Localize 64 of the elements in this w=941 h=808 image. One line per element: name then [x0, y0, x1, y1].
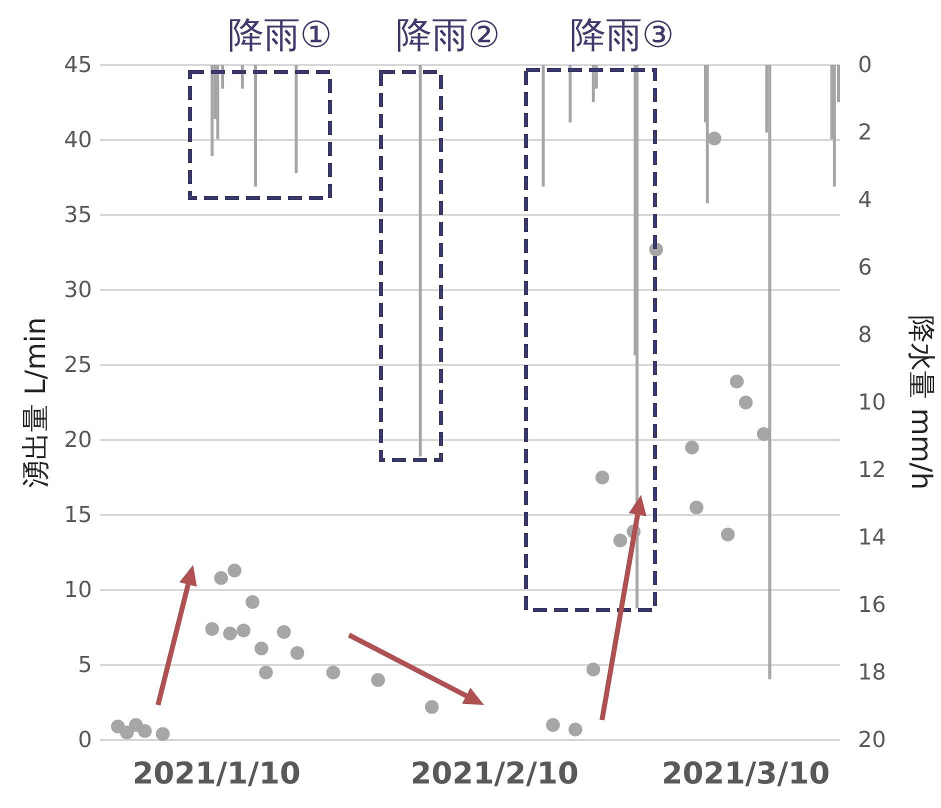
point	[690, 500, 704, 514]
y2-tick-label: 18	[858, 660, 886, 686]
y2-axis-title: 降水量 mm/h	[905, 315, 938, 490]
y2-tick-label: 20	[858, 728, 886, 754]
point	[586, 662, 600, 676]
y-tick-label: 15	[64, 503, 92, 528]
text: 降雨①	[228, 15, 332, 56]
text: 降雨②	[396, 15, 500, 56]
bar	[254, 65, 257, 186]
y-tick-label: 10	[64, 578, 92, 604]
point	[205, 622, 220, 636]
y-tick-label: 40	[64, 128, 92, 154]
point	[236, 624, 250, 638]
point	[613, 534, 628, 548]
bar	[568, 65, 572, 122]
point	[228, 564, 242, 578]
point	[371, 673, 385, 687]
point	[259, 666, 273, 680]
y-tick-label: 0	[78, 728, 92, 754]
y2-tick-label: 0	[858, 53, 872, 78]
x-tick-label: 2021/2/10	[410, 756, 579, 792]
point	[720, 528, 735, 542]
y2-tick-label: 16	[858, 593, 886, 618]
y-tick-label: 5	[78, 653, 92, 678]
bar	[832, 65, 836, 186]
y2-tick-label: 8	[858, 323, 872, 348]
bar	[210, 65, 214, 156]
point	[254, 642, 268, 656]
x-tick-label: 2021/1/10	[132, 756, 301, 792]
point	[424, 700, 439, 714]
y2-tick-label: 12	[858, 458, 886, 484]
point	[276, 625, 291, 639]
bar	[418, 65, 422, 456]
y-tick-label: 25	[64, 353, 92, 378]
bar	[216, 65, 220, 140]
y2-tick-label: 4	[858, 188, 872, 214]
point	[595, 470, 610, 484]
point	[214, 571, 228, 585]
y-tick-label: 45	[64, 53, 92, 78]
point	[156, 727, 170, 741]
point	[685, 440, 699, 454]
y-tick-label: 35	[64, 203, 92, 228]
point	[568, 722, 582, 736]
y2-tick-label: 6	[858, 256, 872, 281]
point	[546, 718, 560, 732]
point	[326, 666, 340, 680]
point	[138, 724, 152, 738]
x-tick-label: 2021/3/10	[662, 756, 830, 792]
point	[738, 396, 753, 410]
point	[290, 646, 304, 660]
point	[730, 374, 744, 388]
point	[120, 726, 134, 740]
y2-tick-label: 10	[858, 390, 886, 416]
y2-tick-label: 14	[858, 526, 886, 551]
y-tick-label: 30	[64, 278, 92, 304]
bar	[542, 65, 545, 186]
text: 降雨③	[570, 15, 674, 56]
y2-tick-label: 2	[858, 120, 872, 146]
point	[223, 626, 237, 640]
bar	[294, 65, 298, 173]
point	[246, 595, 260, 609]
y-tick-label: 20	[64, 428, 92, 454]
y-axis-title: 湧出量 L/min	[19, 317, 52, 488]
point	[708, 132, 722, 146]
